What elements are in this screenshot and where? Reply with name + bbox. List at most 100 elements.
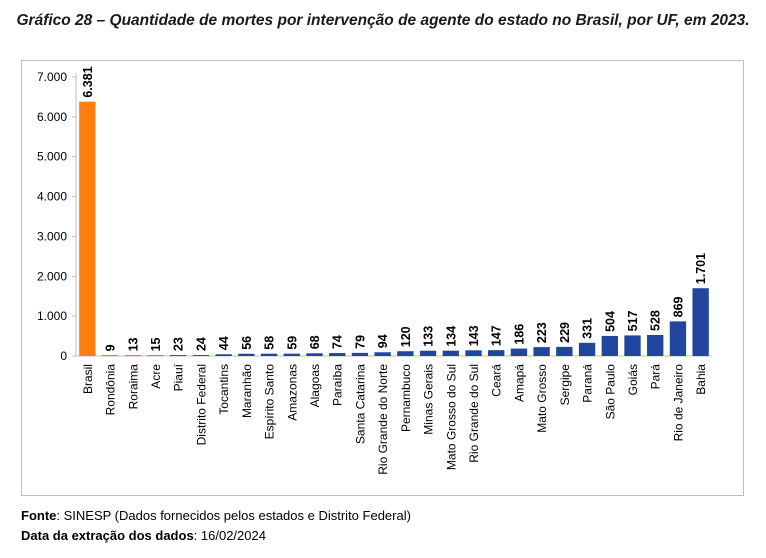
source-label: Fonte [21, 508, 57, 523]
x-tick-label: Paraná [581, 364, 595, 403]
x-tick-label: Pará [649, 364, 663, 390]
x-tick-label: Mato Grosso do Sul [444, 364, 458, 470]
x-tick-label: Acre [149, 364, 163, 389]
bar [669, 321, 687, 356]
bar [510, 348, 528, 356]
x-tick-label: Alagoas [308, 364, 322, 407]
bar [215, 354, 232, 356]
bar [192, 355, 210, 356]
data-label: 147 [490, 325, 504, 346]
bar [79, 101, 96, 356]
bar [306, 353, 323, 356]
x-tick-label: Maranhão [240, 364, 254, 418]
x-tick-label: Tocantins [217, 364, 231, 415]
bar [238, 353, 255, 356]
x-tick-label: São Paulo [603, 364, 617, 420]
data-label: 186 [512, 324, 526, 345]
data-label: 9 [104, 344, 118, 351]
x-tick-label: Ceará [490, 364, 504, 397]
bar [692, 288, 709, 356]
bar [124, 355, 141, 356]
x-tick-label: Distrito Federal [194, 364, 208, 445]
data-label: 134 [444, 326, 458, 347]
data-label: 44 [217, 336, 231, 350]
y-tick-label: 7.000 [37, 70, 67, 84]
data-label: 56 [240, 336, 254, 350]
y-tick-label: 3.000 [37, 229, 67, 243]
data-label: 79 [353, 335, 367, 349]
bar [351, 352, 369, 356]
data-label: 120 [399, 326, 413, 347]
y-tick-label: 2.000 [37, 269, 67, 283]
x-tick-label: Piauí [172, 363, 186, 391]
data-label: 74 [331, 335, 345, 349]
bar [260, 353, 278, 356]
data-label: 13 [126, 337, 140, 351]
x-tick-label: Mato Grosso [535, 364, 549, 433]
x-tick-label: Goiás [626, 364, 640, 395]
bar [556, 346, 573, 356]
data-label: 517 [626, 310, 640, 331]
data-label: 143 [467, 325, 481, 346]
bar [397, 351, 414, 356]
data-label: 229 [558, 322, 572, 343]
extraction-date-note: Data da extração dos dados: 16/02/2024 [21, 528, 266, 543]
extraction-date-label: Data da extração dos dados [21, 528, 194, 543]
data-label: 59 [285, 336, 299, 350]
chart-frame [21, 60, 744, 496]
bar [101, 355, 119, 356]
x-tick-label: Rio Grande do Norte [376, 364, 390, 475]
x-tick-label: Bahia [694, 364, 708, 395]
data-label: 331 [581, 318, 595, 339]
y-tick-label: 4.000 [37, 190, 67, 204]
y-tick-label: 6.000 [37, 110, 67, 124]
bar [374, 352, 391, 356]
x-tick-label: Rondônia [104, 364, 118, 416]
chart-title: Gráfico 28 – Quantidade de mortes por in… [16, 12, 750, 29]
x-tick-label: Amapá [512, 364, 526, 402]
x-tick-label: Santa Catarina [353, 364, 367, 444]
bar [283, 353, 300, 356]
source-text: : SINESP (Dados fornecidos pelos estados… [56, 508, 411, 523]
bar [329, 353, 346, 356]
bar [147, 355, 164, 356]
data-label: 68 [308, 335, 322, 349]
data-label: 869 [671, 296, 685, 317]
y-tick-label: 1.000 [37, 309, 67, 323]
bar [419, 350, 437, 356]
extraction-date-text: : 16/02/2024 [193, 528, 266, 543]
bar [488, 350, 505, 356]
bar [465, 350, 482, 356]
bar [601, 335, 618, 356]
data-label: 6.381 [81, 66, 95, 97]
bar [170, 355, 187, 356]
data-label: 58 [263, 336, 277, 350]
x-tick-label: Amazonas [285, 364, 299, 421]
bar [647, 334, 664, 356]
data-label: 24 [194, 337, 208, 351]
x-tick-label: Rio Grande do Sul [467, 364, 481, 463]
x-tick-label: Sergipe [558, 364, 572, 406]
bar [442, 350, 459, 356]
x-tick-label: Minas Gerais [422, 364, 436, 435]
x-tick-label: Brasil [81, 364, 95, 394]
bar [533, 347, 550, 356]
data-label: 15 [149, 337, 163, 351]
x-tick-label: Pernambuco [399, 364, 413, 432]
data-label: 94 [376, 334, 390, 348]
data-label: 23 [172, 337, 186, 351]
data-label: 133 [422, 326, 436, 347]
bar [578, 342, 596, 356]
data-label: 1.701 [694, 253, 708, 284]
data-label: 223 [535, 322, 549, 343]
y-tick-label: 0 [60, 349, 67, 363]
data-label: 528 [649, 310, 663, 331]
bar [624, 335, 641, 356]
x-tick-label: Paraíba [331, 364, 345, 406]
data-label: 504 [603, 311, 617, 332]
x-tick-label: Espírito Santo [263, 364, 277, 440]
x-tick-label: Rio de Janeiro [671, 364, 685, 442]
y-tick-label: 5.000 [37, 150, 67, 164]
source-note: Fonte: SINESP (Dados fornecidos pelos es… [21, 508, 411, 523]
bar-chart: 0 1.000 2.000 3.000 4.000 5.000 6.000 7.000 6.38… [37, 66, 712, 475]
